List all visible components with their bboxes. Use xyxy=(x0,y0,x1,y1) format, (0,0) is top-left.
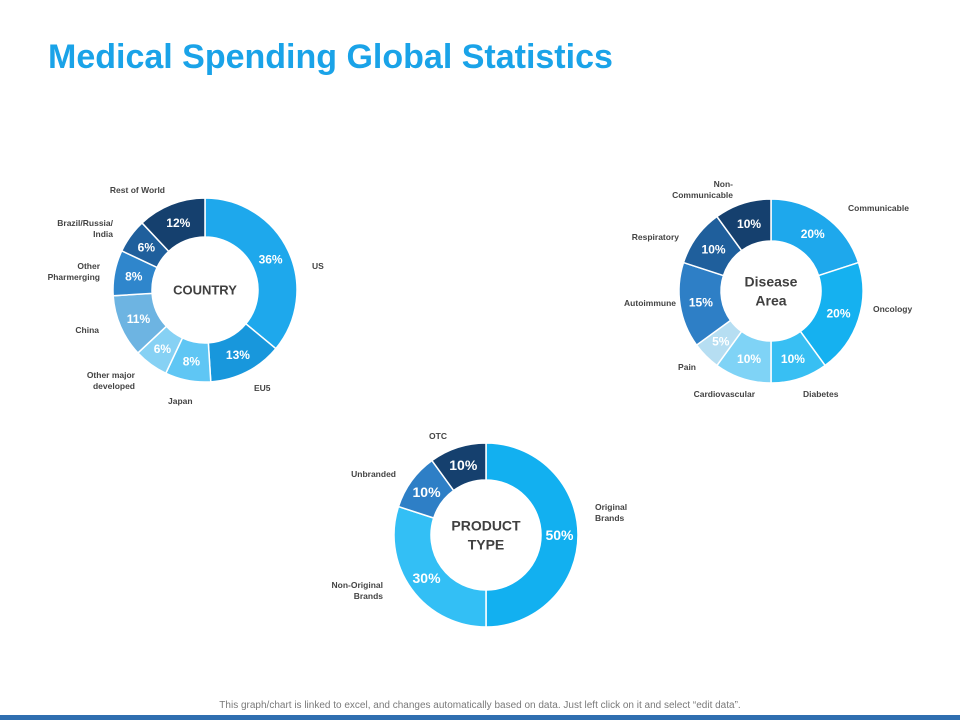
value-label-diabetes: 10% xyxy=(781,352,805,366)
value-label-respiratory: 10% xyxy=(702,243,726,257)
country-donut-center-label: COUNTRY xyxy=(173,283,237,298)
category-label-oncology: Oncology xyxy=(873,304,912,314)
product-donut-center-label-line-1: PRODUCT xyxy=(451,518,521,534)
value-label-us: 36% xyxy=(259,252,283,266)
value-label-china: 11% xyxy=(127,312,151,326)
category-label-communicable: Communicable xyxy=(848,203,909,213)
value-label-non-communicable: 10% xyxy=(737,217,761,231)
value-label-pain: 5% xyxy=(712,335,730,349)
value-label-eu5: 13% xyxy=(226,348,250,362)
category-label-japan: Japan xyxy=(168,396,193,406)
country-donut: 36% US 13% EU5 8% Japan 6% Other majordeveloped… xyxy=(48,185,325,406)
value-label-unbranded: 10% xyxy=(413,484,442,500)
value-label-rest-of-world: 12% xyxy=(166,216,190,230)
category-label-pain: Pain xyxy=(678,362,696,372)
category-label-non-communicable-line-2: Communicable xyxy=(672,190,733,200)
page-title: Medical Spending Global Statistics xyxy=(48,38,613,76)
category-label-other-pharmerging-line-1: Other xyxy=(77,261,100,271)
category-label-cardiovascular: Cardiovascular xyxy=(694,389,756,399)
value-label-otc: 10% xyxy=(449,457,478,473)
slice-original-brands[interactable] xyxy=(485,442,579,628)
category-label-other-major-developed-line-1: Other major xyxy=(87,370,136,380)
value-label-japan: 8% xyxy=(183,355,201,369)
category-label-original-brands-line-1: Original xyxy=(595,502,627,512)
category-label-other-pharmerging-line-2: Pharmerging xyxy=(48,272,100,282)
disease-donut-center-label-line-1: Disease xyxy=(745,274,798,290)
category-label-diabetes: Diabetes xyxy=(803,389,839,399)
value-label-cardiovascular: 10% xyxy=(737,352,761,366)
category-label-unbranded: Unbranded xyxy=(351,469,396,479)
slice-otc[interactable] xyxy=(430,442,487,492)
category-label-brazil-russia-india-line-2: India xyxy=(93,229,113,239)
value-label-non-original-brands: 30% xyxy=(413,570,442,586)
value-label-other-pharmerging: 8% xyxy=(125,270,143,284)
category-label-non-original-brands-line-1: Non-Original xyxy=(332,580,383,590)
category-label-rest-of-world: Rest of World xyxy=(110,185,165,195)
value-label-original-brands: 50% xyxy=(545,527,574,543)
category-label-china: China xyxy=(75,325,99,335)
value-label-communicable: 20% xyxy=(801,227,825,241)
footer-bar xyxy=(0,715,960,720)
value-label-autoimmune: 15% xyxy=(689,295,713,309)
slice-rest-of-world[interactable] xyxy=(140,197,206,253)
product-donut: 50%OriginalBrands30%Non-OriginalBrands10… xyxy=(332,431,627,628)
category-label-other-major-developed-line-2: developed xyxy=(93,381,135,391)
value-label-brazil-russia-india: 6% xyxy=(138,241,156,255)
category-label-us: US xyxy=(312,261,324,271)
product-donut-center-label-line-2: TYPE xyxy=(468,536,505,552)
disease-donut-center-label-line-2: Area xyxy=(755,292,786,308)
slice-non-original-brands[interactable] xyxy=(393,505,487,628)
value-label-other-major-developed: 6% xyxy=(154,342,172,356)
category-label-non-communicable-line-1: Non- xyxy=(714,179,734,189)
category-label-respiratory: Respiratory xyxy=(632,232,680,242)
slice-non-communicable[interactable] xyxy=(715,198,772,252)
slice-us[interactable] xyxy=(204,197,298,350)
category-label-non-original-brands-line-2: Brands xyxy=(354,591,384,601)
category-label-original-brands-line-2: Brands xyxy=(595,513,625,523)
footer-note: This graph/chart is linked to excel, and… xyxy=(219,700,741,711)
category-label-otc: OTC xyxy=(429,431,447,441)
disease-donut: 20% Communicable 20% Oncology 10% Diabetes 10%… xyxy=(624,179,912,399)
category-label-eu5: EU5 xyxy=(254,383,271,393)
category-label-autoimmune: Autoimmune xyxy=(624,298,676,308)
category-label-brazil-russia-india-line-1: Brazil/Russia/ xyxy=(57,218,113,228)
value-label-oncology: 20% xyxy=(827,306,851,320)
